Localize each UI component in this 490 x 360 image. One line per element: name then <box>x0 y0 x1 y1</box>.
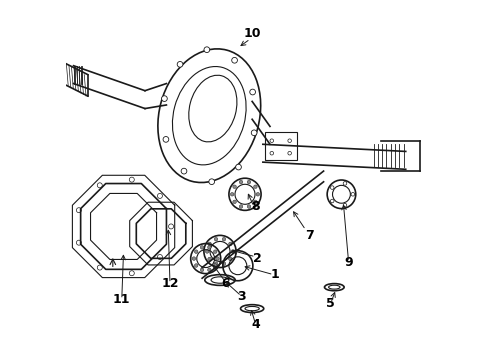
Circle shape <box>254 200 257 204</box>
Circle shape <box>76 208 81 213</box>
Text: 6: 6 <box>221 277 230 290</box>
Circle shape <box>214 264 217 267</box>
Circle shape <box>208 242 211 246</box>
Circle shape <box>247 180 251 184</box>
Circle shape <box>236 164 242 170</box>
Circle shape <box>233 200 236 204</box>
Circle shape <box>231 249 235 253</box>
Text: 10: 10 <box>244 27 261 40</box>
Circle shape <box>239 180 243 184</box>
Circle shape <box>76 240 81 245</box>
Text: 12: 12 <box>161 277 179 290</box>
Circle shape <box>251 130 257 136</box>
Circle shape <box>222 238 226 241</box>
Text: 9: 9 <box>344 256 353 269</box>
Text: 7: 7 <box>305 229 314 242</box>
Circle shape <box>232 57 238 63</box>
Circle shape <box>157 193 163 198</box>
Circle shape <box>233 185 236 189</box>
Circle shape <box>239 205 243 208</box>
Circle shape <box>200 268 204 271</box>
Circle shape <box>98 183 102 188</box>
Circle shape <box>195 264 198 267</box>
Circle shape <box>162 96 167 102</box>
Text: 1: 1 <box>271 268 280 281</box>
Circle shape <box>129 177 134 182</box>
Circle shape <box>330 186 334 189</box>
Circle shape <box>195 250 198 253</box>
Circle shape <box>256 193 260 196</box>
Circle shape <box>192 257 196 260</box>
Circle shape <box>230 193 234 196</box>
Text: 8: 8 <box>251 200 260 213</box>
Circle shape <box>181 168 187 174</box>
Circle shape <box>214 262 218 265</box>
Circle shape <box>129 271 134 276</box>
Circle shape <box>250 89 255 95</box>
Circle shape <box>270 139 273 143</box>
Circle shape <box>205 249 209 253</box>
Circle shape <box>247 205 251 208</box>
Circle shape <box>163 136 169 142</box>
Circle shape <box>177 62 183 67</box>
Circle shape <box>288 152 292 155</box>
Text: 2: 2 <box>253 252 262 265</box>
Circle shape <box>204 47 210 53</box>
Text: 4: 4 <box>251 318 260 331</box>
Circle shape <box>157 255 163 260</box>
Circle shape <box>343 182 347 185</box>
Circle shape <box>343 203 347 207</box>
Circle shape <box>169 224 173 229</box>
Circle shape <box>98 265 102 270</box>
Circle shape <box>214 238 218 241</box>
Circle shape <box>222 262 226 265</box>
Circle shape <box>229 242 232 246</box>
Circle shape <box>208 268 211 271</box>
Circle shape <box>270 152 273 155</box>
Circle shape <box>208 246 211 249</box>
Circle shape <box>214 250 217 253</box>
Circle shape <box>209 179 215 185</box>
Text: 5: 5 <box>326 297 335 310</box>
Circle shape <box>254 185 257 189</box>
Circle shape <box>330 199 334 203</box>
Text: 11: 11 <box>113 293 130 306</box>
Circle shape <box>351 193 355 196</box>
Circle shape <box>216 257 220 260</box>
Circle shape <box>200 246 204 249</box>
Text: 3: 3 <box>237 289 246 303</box>
Circle shape <box>229 257 232 261</box>
Circle shape <box>288 139 292 143</box>
Circle shape <box>208 257 211 261</box>
